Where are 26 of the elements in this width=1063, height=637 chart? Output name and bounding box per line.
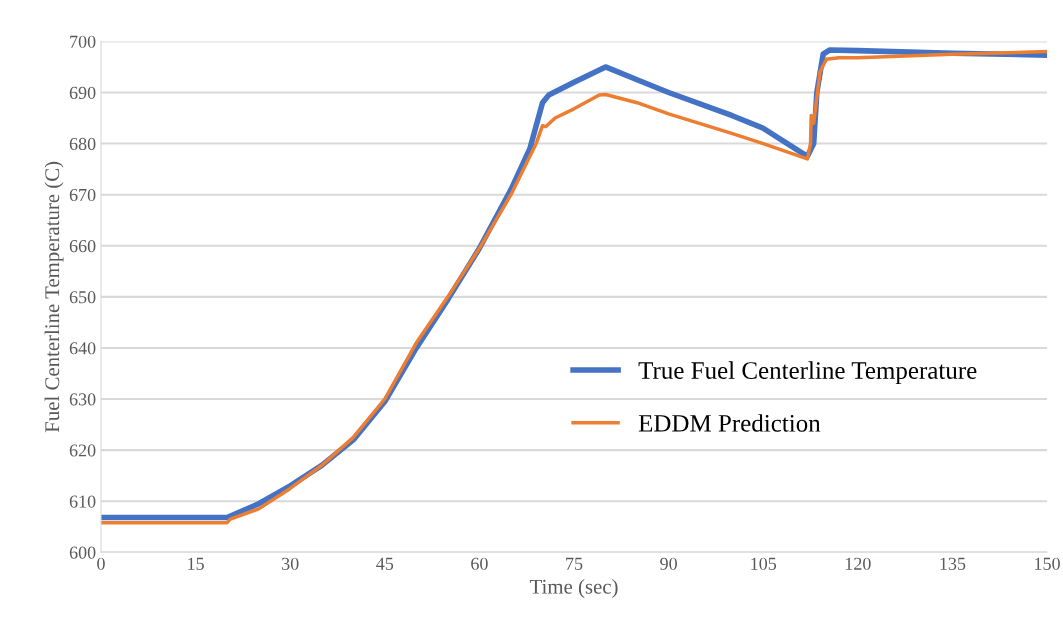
x-tick-label: 30: [282, 557, 299, 570]
x-tick-label: 150: [1035, 557, 1060, 570]
y-tick-label: 660: [69, 240, 96, 253]
x-tick-label: 90: [660, 557, 677, 570]
y-tick-label: 650: [69, 291, 96, 304]
x-axis-title: Time (sec): [529, 579, 618, 598]
y-tick-label: 670: [69, 188, 96, 202]
x-tick-label: 120: [845, 557, 871, 570]
y-tick-label: 640: [69, 342, 96, 355]
y-tick-label: 690: [69, 86, 96, 99]
x-tick-label: 0: [97, 557, 105, 570]
y-tick-label: 610: [69, 495, 96, 508]
legend-label: True Fuel Centerline Temperature: [638, 361, 977, 385]
y-tick-label: 700: [70, 35, 96, 48]
y-axis-title: Fuel Centerline Temperature (C): [44, 161, 64, 433]
x-tick-label: 60: [471, 557, 488, 570]
x-tick-label: 135: [940, 557, 966, 570]
x-tick-label: 45: [376, 557, 394, 570]
x-tick-label: 15: [188, 557, 204, 570]
y-tick-label: 680: [69, 137, 96, 151]
y-tick-label: 620: [69, 444, 96, 457]
legend-label: EDDM Prediction: [638, 414, 821, 432]
y-tick-label: 630: [69, 393, 96, 406]
x-tick-label: 105: [751, 557, 777, 570]
y-tick-label: 600: [69, 546, 96, 559]
x-tick-label: 75: [566, 557, 583, 570]
